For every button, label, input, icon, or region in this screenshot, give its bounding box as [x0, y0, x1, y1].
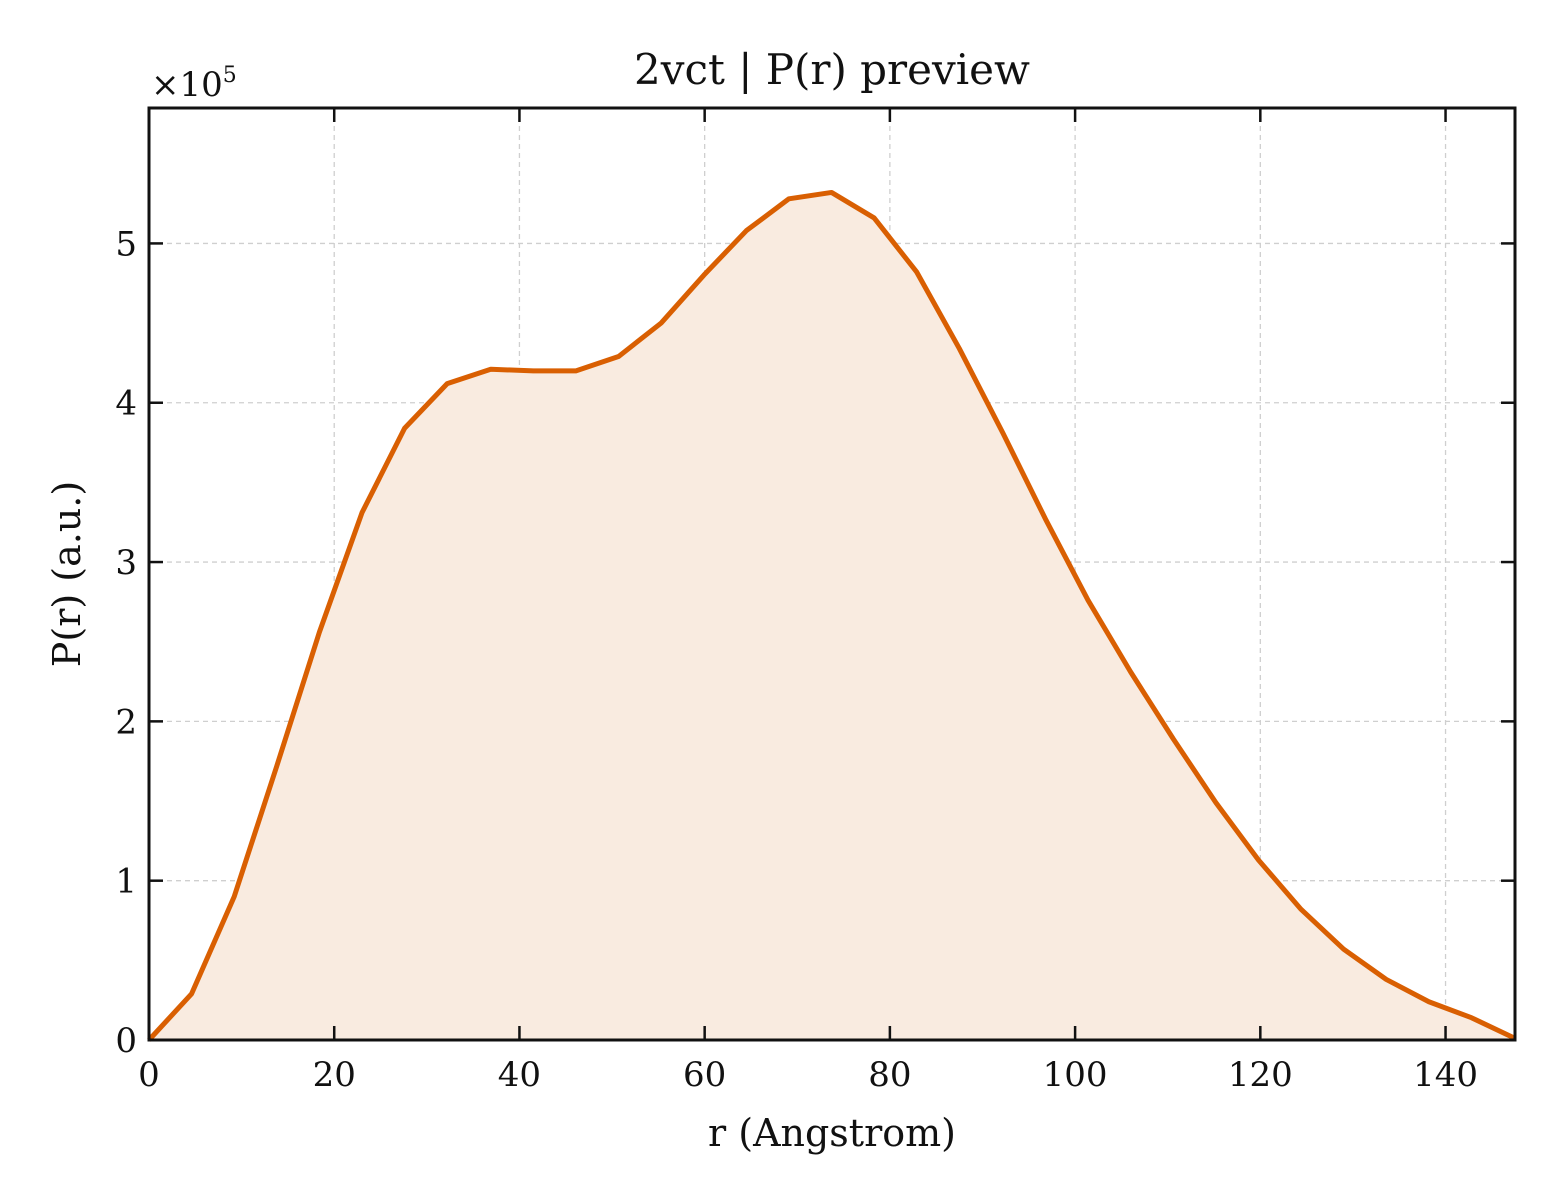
y-axis-offset-text: ×105 [151, 63, 237, 105]
x-axis-label: r (Angstrom) [708, 1111, 956, 1155]
y-tick-label: 2 [115, 702, 137, 742]
x-tick-label: 140 [1413, 1055, 1478, 1095]
x-tick-label: 120 [1228, 1055, 1293, 1095]
y-axis-label: P(r) (a.u.) [45, 481, 89, 667]
plot-frame [147, 106, 1517, 1042]
y-tick-label: 3 [115, 543, 137, 583]
y-tick-label: 5 [115, 224, 137, 264]
y-tick-label: 4 [115, 384, 137, 424]
axis-ticks: 0 20 40 60 80 100 120 140 0 1 2 3 4 5 [115, 108, 1515, 1095]
chart-title: 2vct | P(r) preview [634, 45, 1030, 94]
pr-series-line [147, 189, 1517, 1042]
x-tick-label: 80 [868, 1055, 911, 1095]
y-tick-label: 0 [115, 1021, 137, 1061]
x-tick-label: 60 [683, 1055, 726, 1095]
x-tick-label: 100 [1043, 1055, 1108, 1095]
y-offset-exponent: 5 [223, 63, 237, 88]
x-tick-label: 20 [313, 1055, 356, 1095]
pr-area-fill [149, 192, 1515, 1040]
x-tick-label: 40 [498, 1055, 541, 1095]
y-tick-label: 1 [115, 862, 137, 902]
x-tick-label: 0 [138, 1055, 160, 1095]
y-offset-base: ×10 [151, 65, 223, 105]
